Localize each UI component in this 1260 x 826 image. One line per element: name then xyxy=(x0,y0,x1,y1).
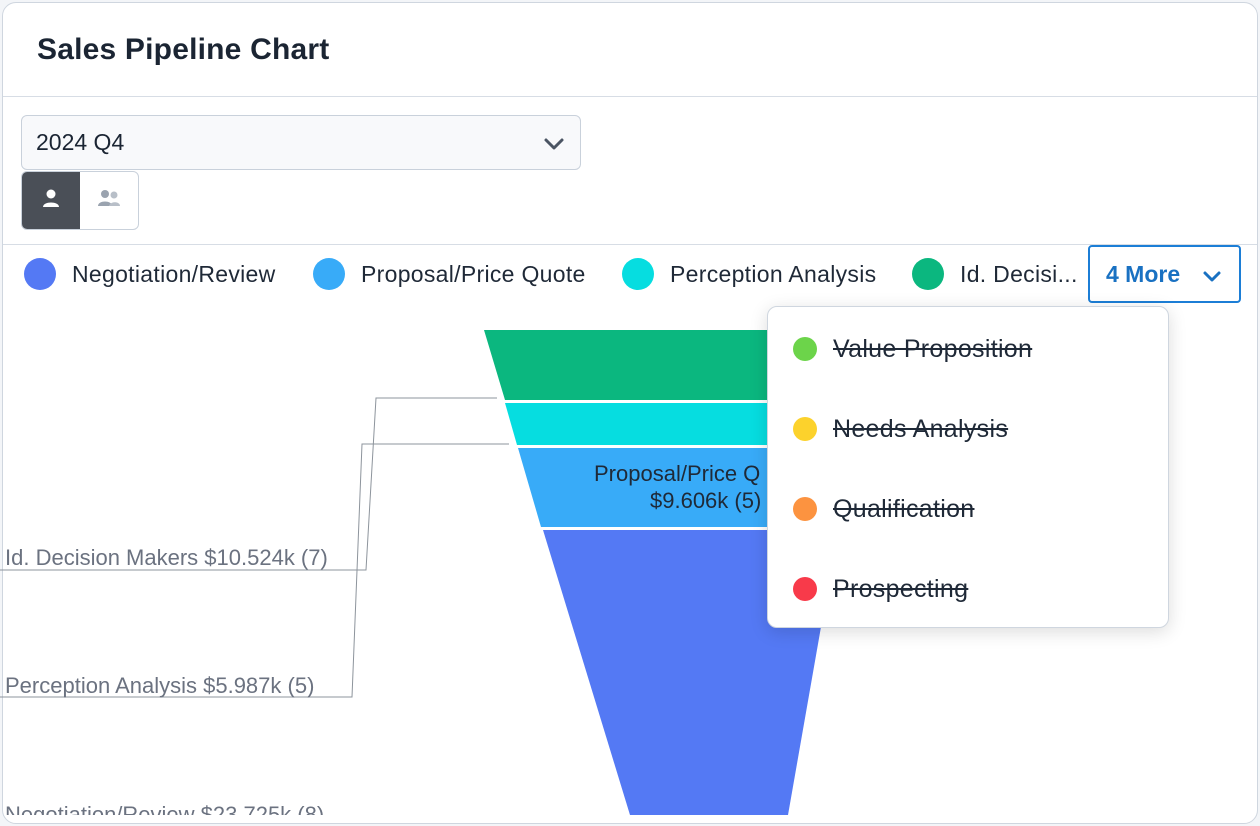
legend-label: Id. Decisi... xyxy=(960,260,1078,287)
legend-dot xyxy=(793,417,817,441)
chevron-down-icon xyxy=(542,132,566,161)
dropdown-item-needs-analysis[interactable]: Needs Analysis xyxy=(768,389,1168,469)
legend-label: Perception Analysis xyxy=(670,260,877,287)
dropdown-item-label: Qualification xyxy=(833,494,975,523)
single-user-button[interactable] xyxy=(22,172,80,229)
legend-dot xyxy=(793,497,817,521)
more-legend-dropdown: Value Proposition Needs Analysis Qualifi… xyxy=(767,306,1169,628)
funnel-inner-label-line-2: $9.606k (5) xyxy=(650,488,761,513)
legend-label: Negotiation/Review xyxy=(72,260,276,287)
legend-dot xyxy=(912,258,944,290)
period-select[interactable]: 2024 Q4 xyxy=(21,115,581,170)
dropdown-item-label: Value Proposition xyxy=(833,334,1033,363)
users-icon xyxy=(96,187,122,214)
view-toggle xyxy=(21,171,139,230)
period-select-value: 2024 Q4 xyxy=(36,129,125,155)
funnel-label-id-decision-makers: Id. Decision Makers $10.524k (7) xyxy=(5,545,328,570)
legend-item-id-decision-makers[interactable]: Id. Decisi... xyxy=(912,245,1078,303)
legend-dot xyxy=(24,258,56,290)
dropdown-item-label: Prospecting xyxy=(833,574,969,603)
dropdown-item-value-proposition[interactable]: Value Proposition xyxy=(768,309,1168,389)
funnel-segment-negotiation-review[interactable] xyxy=(543,530,838,815)
funnel-inner-label-line-1: Proposal/Price Q xyxy=(594,461,760,486)
dropdown-item-label: Needs Analysis xyxy=(833,414,1009,443)
legend-item-perception-analysis[interactable]: Perception Analysis xyxy=(622,245,876,303)
connector-line-perception-analysis xyxy=(0,443,509,698)
controls-bar: 2024 Q4 xyxy=(3,97,1257,245)
funnel-label-perception-analysis: Perception Analysis $5.987k (5) xyxy=(5,673,314,698)
legend-dot xyxy=(313,258,345,290)
legend-dot xyxy=(793,577,817,601)
card-header: Sales Pipeline Chart xyxy=(3,3,1257,97)
multi-user-button[interactable] xyxy=(80,172,138,229)
legend-item-negotiation-review[interactable]: Negotiation/Review xyxy=(24,245,276,303)
more-legend-button[interactable]: 4 More xyxy=(1088,245,1241,303)
card-title: Sales Pipeline Chart xyxy=(37,32,330,66)
legend-dot xyxy=(793,337,817,361)
chart-legend: Negotiation/Review Proposal/Price Quote … xyxy=(0,245,1256,305)
more-legend-label: 4 More xyxy=(1106,260,1181,287)
user-icon xyxy=(40,187,62,214)
dropdown-item-qualification[interactable]: Qualification xyxy=(768,469,1168,549)
legend-label: Proposal/Price Quote xyxy=(361,260,586,287)
legend-item-proposal-price-quote[interactable]: Proposal/Price Quote xyxy=(313,245,586,303)
dropdown-item-prospecting[interactable]: Prospecting xyxy=(768,549,1168,629)
chevron-down-icon xyxy=(1201,266,1223,293)
connector-line-id-decision-makers xyxy=(0,397,497,571)
legend-dot xyxy=(622,258,654,290)
funnel-label-negotiation-review: Negotiation/Review $23.725k (8) xyxy=(5,802,324,815)
